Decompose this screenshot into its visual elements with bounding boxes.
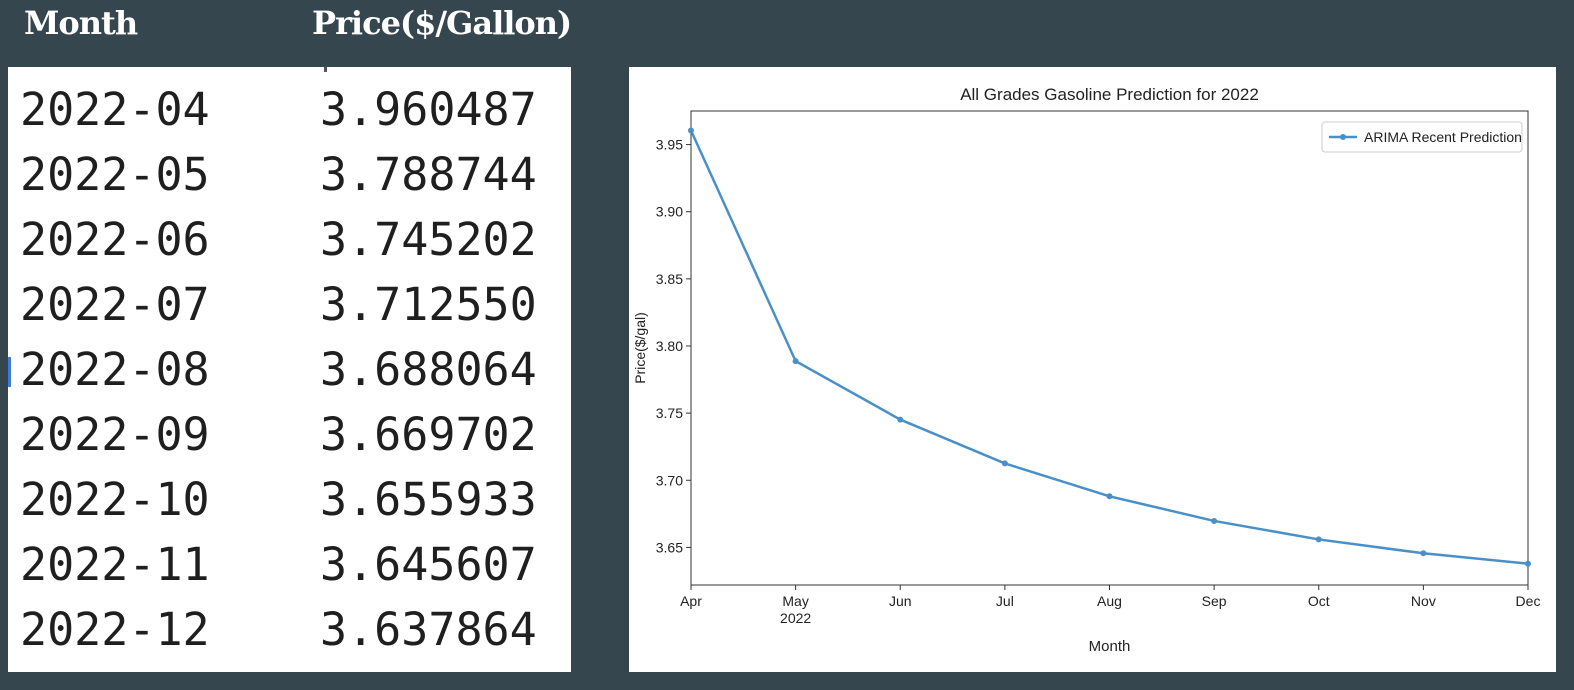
price-table: 2022-04 3.960487 2022-05 3.788744 2022-0… — [8, 67, 571, 672]
data-point — [1211, 517, 1218, 524]
prediction-chart-panel: All Grades Gasoline Prediction for 2022 3… — [629, 67, 1556, 672]
price-column-header: Price($/Gallon) — [312, 4, 572, 42]
y-tick-label: 3.70 — [656, 472, 683, 488]
y-tick-label: 3.75 — [656, 405, 683, 421]
table-row: 2022-04 3.960487 — [8, 77, 571, 141]
x-tick-label: Jun — [889, 593, 912, 609]
x-tick-label: Dec — [1516, 593, 1541, 609]
table-row: 2022-06 3.745202 — [8, 207, 571, 271]
table-row: 2022-12 3.637864 — [8, 597, 571, 661]
legend-label: ARIMA Recent Prediction — [1364, 129, 1522, 145]
y-tick-label: 3.80 — [656, 338, 683, 354]
data-point — [1315, 536, 1322, 543]
x-tick-label: Nov — [1411, 593, 1436, 609]
legend-marker — [1340, 134, 1346, 140]
table-tick-mark — [324, 67, 327, 72]
data-point — [688, 127, 694, 134]
price-cell: 3.688064 — [320, 343, 537, 396]
y-axis-label: Price($/gal) — [632, 312, 648, 384]
price-cell: 3.960487 — [320, 83, 537, 136]
y-tick-label: 3.65 — [656, 539, 683, 555]
data-point — [792, 358, 799, 365]
month-column-header: Month — [24, 4, 138, 42]
month-cell: 2022-04 — [20, 83, 210, 136]
x-axis-label: Month — [1089, 638, 1131, 655]
y-tick-label: 3.90 — [656, 204, 683, 220]
x-tick-label: Apr — [680, 593, 702, 609]
plot-frame — [690, 110, 1529, 586]
x-tick-label: Jul — [996, 593, 1014, 609]
price-cell: 3.637864 — [320, 603, 537, 656]
month-cell: 2022-11 — [20, 538, 210, 591]
month-cell: 2022-12 — [20, 603, 210, 656]
y-tick-label: 3.85 — [656, 271, 683, 287]
table-row: 2022-11 3.645607 — [8, 532, 571, 596]
data-point — [1106, 493, 1113, 500]
x-tick-label: May — [782, 593, 808, 609]
table-row: 2022-09 3.669702 — [8, 402, 571, 466]
x-tick-label: Sep — [1202, 593, 1227, 609]
month-cell: 2022-08 — [20, 343, 210, 396]
data-point — [1420, 550, 1427, 557]
chart-title: All Grades Gasoline Prediction for 2022 — [960, 85, 1259, 104]
price-cell: 3.655933 — [320, 473, 537, 526]
x-tick-label: Aug — [1097, 593, 1122, 609]
month-cell: 2022-09 — [20, 408, 210, 461]
table-row: 2022-10 3.655933 — [8, 467, 571, 531]
data-point — [1001, 460, 1008, 467]
table-row: 2022-07 3.712550 — [8, 272, 571, 336]
data-point — [1525, 560, 1531, 567]
table-row: 2022-08 3.688064 — [8, 337, 571, 401]
price-cell: 3.712550 — [320, 278, 537, 331]
price-cell: 3.788744 — [320, 148, 537, 201]
table-row: 2022-05 3.788744 — [8, 142, 571, 206]
month-cell: 2022-07 — [20, 278, 210, 331]
price-cell: 3.745202 — [320, 213, 537, 266]
y-tick-label: 3.95 — [656, 137, 683, 153]
price-cell: 3.645607 — [320, 538, 537, 591]
month-cell: 2022-10 — [20, 473, 210, 526]
x-tick-sublabel: 2022 — [780, 610, 811, 626]
legend-box — [1321, 121, 1523, 153]
month-cell: 2022-05 — [20, 148, 210, 201]
prediction-line-chart: All Grades Gasoline Prediction for 2022 3… — [632, 85, 1541, 655]
data-point — [897, 416, 904, 423]
x-tick-label: Oct — [1308, 593, 1330, 609]
price-cell: 3.669702 — [320, 408, 537, 461]
text-cursor — [8, 357, 11, 387]
month-cell: 2022-06 — [20, 213, 210, 266]
